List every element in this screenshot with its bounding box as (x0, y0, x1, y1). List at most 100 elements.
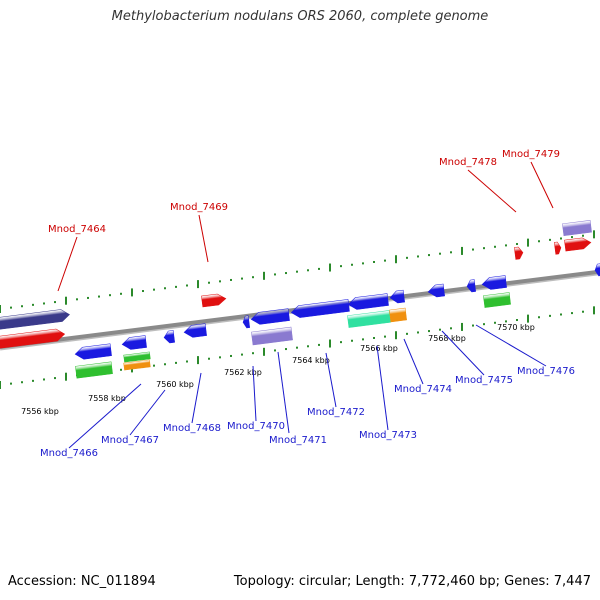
position-label-8: 7570 kbp (497, 323, 535, 332)
reverse-gene-6 (163, 330, 175, 344)
position-label-6: 7566 kbp (360, 344, 398, 353)
inner-ring-minor-tick (450, 327, 452, 330)
outer-ring-minor-tick (43, 302, 45, 305)
outer-ring-minor-tick (241, 277, 243, 280)
inner-ring-minor-tick (32, 379, 34, 382)
position-label-1: 7556 kbp (21, 407, 59, 416)
reverse-gene-7-body (183, 323, 207, 338)
map-title: Methylobacterium nodulans ORS 2060, comp… (111, 9, 489, 24)
outer-ring-minor-tick (230, 278, 232, 281)
outer-ring-minor-tick (417, 255, 419, 258)
reverse-gene-9-body (250, 308, 290, 325)
outer-ring-minor-tick (76, 298, 78, 301)
outer-ring-minor-tick (120, 292, 122, 295)
gene-label-mnod-7473: Mnod_7473 (359, 430, 417, 441)
reverse-gene-20 (594, 263, 600, 277)
inner-ring-minor-tick (538, 316, 540, 319)
topology-info-text: Topology: circular; Length: 7,772,460 bp… (233, 574, 591, 589)
outer-ring-minor-tick (208, 281, 210, 284)
inner-ring-minor-tick (516, 319, 518, 322)
inner-ring-minor-tick (505, 320, 507, 323)
outer-ring-minor-tick (10, 306, 12, 309)
inner-ring-minor-tick (21, 381, 23, 384)
forward-gene-1-body (0, 309, 70, 336)
outer-ring-minor-tick (406, 256, 408, 259)
gene-label-mnod-7467: Mnod_7467 (101, 435, 159, 446)
outer-ring-minor-tick (252, 276, 254, 279)
reverse-gene-7 (183, 323, 207, 338)
forward-gene-6 (562, 220, 592, 236)
gene-label-mnod-7469-leader (198, 214, 209, 263)
outer-ring-minor-tick (307, 269, 309, 272)
forward-gene-4-body (514, 246, 524, 260)
outer-ring-minor-tick (549, 238, 551, 241)
gene-label-mnod-7464-leader (57, 236, 78, 292)
inner-ring-minor-tick (472, 324, 474, 327)
inner-ring-minor-tick (120, 368, 122, 371)
inner-ring-minor-tick (230, 354, 232, 357)
reverse-gene-18 (481, 275, 507, 290)
outer-ring-minor-tick (428, 254, 430, 257)
gene-label-mnod-7479-leader (530, 161, 554, 209)
gene-label-mnod-7475: Mnod_7475 (455, 375, 513, 386)
reverse-gene-11-body (290, 299, 350, 318)
outer-ring-minor-tick (54, 301, 56, 304)
reverse-gene-12-body (347, 293, 389, 310)
inner-ring-minor-tick (549, 314, 551, 317)
reverse-gene-13-body (347, 310, 391, 328)
forward-gene-5-body (553, 241, 562, 255)
forward-gene-1 (0, 309, 70, 336)
outer-ring-minor-tick (582, 234, 584, 237)
inner-ring-minor-tick (208, 357, 210, 360)
reverse-gene-19-body (483, 292, 511, 308)
outer-ring-minor-tick (571, 236, 573, 239)
forward-gene-2-body (0, 328, 66, 351)
outer-ring-minor-tick (109, 294, 111, 297)
inner-ring-minor-tick (373, 336, 375, 339)
reverse-gene-4 (123, 351, 151, 363)
gene-label-mnod-7478-leader (467, 169, 517, 213)
reverse-gene-15-body (389, 289, 405, 304)
reverse-gene-3-body (121, 335, 147, 350)
gene-label-mnod-7478: Mnod_7478 (439, 157, 497, 168)
reverse-gene-16 (427, 283, 445, 298)
gene-label-mnod-7470-leader (252, 365, 257, 422)
inner-ring-minor-tick (219, 356, 221, 359)
inner-ring-minor-tick (296, 346, 298, 349)
outer-ring-minor-tick (373, 260, 375, 263)
inner-ring-minor-tick (494, 321, 496, 324)
inner-ring-minor-tick (582, 310, 584, 313)
inner-ring-minor-tick (571, 312, 573, 315)
outer-ring-minor-tick (219, 280, 221, 283)
inner-ring-minor-tick (340, 341, 342, 344)
gene-label-mnod-7472-leader (325, 352, 337, 408)
outer-ring-minor-tick (384, 259, 386, 262)
reverse-gene-5-body (123, 359, 151, 371)
inner-ring-minor-tick (274, 349, 276, 352)
inner-ring-minor-tick (439, 328, 441, 331)
reverse-gene-14-body (389, 307, 407, 323)
reverse-gene-8 (242, 315, 251, 329)
reverse-gene-17-body (466, 279, 476, 293)
position-label-4: 7562 kbp (224, 368, 262, 377)
outer-ring-minor-tick (32, 303, 34, 306)
inner-ring-minor-tick (318, 343, 320, 346)
reverse-gene-18-body (481, 275, 507, 290)
outer-ring-minor-tick (296, 270, 298, 273)
outer-ring-minor-tick (516, 243, 518, 246)
outer-ring-minor-tick (21, 305, 23, 308)
outer-ring-minor-tick (153, 288, 155, 291)
inner-ring-minor-tick (428, 330, 430, 333)
outer-ring-minor-tick (439, 252, 441, 255)
gene-label-mnod-7469: Mnod_7469 (170, 202, 228, 213)
reverse-gene-11 (290, 299, 350, 318)
reverse-gene-15 (389, 289, 405, 304)
outer-ring-minor-tick (538, 240, 540, 243)
position-label-5: 7564 kbp (292, 356, 330, 365)
position-label-7: 7568 kbp (428, 334, 466, 343)
reverse-gene-10-body (251, 326, 293, 346)
reverse-gene-17 (466, 279, 476, 293)
outer-ring-minor-tick (175, 285, 177, 288)
